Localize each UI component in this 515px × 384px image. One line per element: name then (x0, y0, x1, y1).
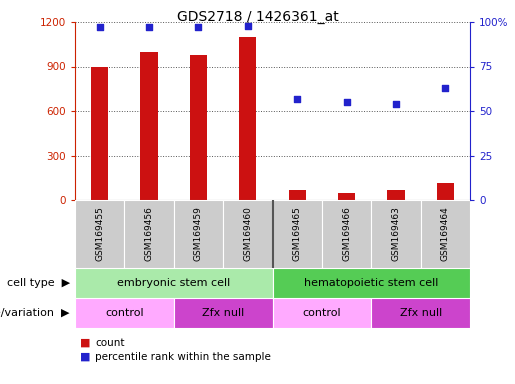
Bar (288, 190, 306, 200)
Bar (125, 200, 174, 268)
Text: GSM169455: GSM169455 (95, 207, 104, 262)
Text: GSM169463: GSM169463 (391, 207, 401, 262)
Bar (272, 200, 322, 268)
Text: percentile rank within the sample: percentile rank within the sample (95, 352, 271, 362)
Text: control: control (303, 308, 341, 318)
Text: GDS2718 / 1426361_at: GDS2718 / 1426361_at (177, 10, 338, 23)
Text: GSM169466: GSM169466 (342, 207, 351, 262)
Bar (75, 268, 272, 298)
Text: ■: ■ (80, 352, 91, 362)
Bar (272, 268, 470, 298)
Bar (338, 193, 355, 200)
Text: GSM169456: GSM169456 (145, 207, 153, 262)
Point (342, 99, 351, 105)
Bar (272, 298, 371, 328)
Point (96, 24, 104, 30)
Bar (371, 200, 421, 268)
Bar (190, 55, 207, 200)
Text: Zfx null: Zfx null (202, 308, 244, 318)
Point (293, 96, 301, 102)
Text: GSM169460: GSM169460 (243, 207, 252, 262)
Bar (437, 183, 454, 200)
Bar (421, 200, 470, 268)
Bar (371, 298, 470, 328)
Bar (75, 298, 174, 328)
Bar (91, 66, 108, 200)
Point (194, 24, 202, 30)
Bar (75, 200, 125, 268)
Text: cell type  ▶: cell type ▶ (7, 278, 70, 288)
Text: Zfx null: Zfx null (400, 308, 442, 318)
Text: count: count (95, 338, 125, 348)
Text: embryonic stem cell: embryonic stem cell (117, 278, 230, 288)
Text: ■: ■ (80, 338, 91, 348)
Point (392, 101, 400, 107)
Text: hematopoietic stem cell: hematopoietic stem cell (304, 278, 438, 288)
Point (145, 24, 153, 30)
Bar (387, 190, 405, 200)
Bar (174, 298, 272, 328)
Bar (141, 52, 158, 200)
Text: control: control (105, 308, 144, 318)
Text: GSM169464: GSM169464 (441, 207, 450, 262)
Text: GSM169465: GSM169465 (293, 207, 302, 262)
Bar (174, 200, 223, 268)
Point (244, 23, 252, 29)
Text: GSM169459: GSM169459 (194, 207, 203, 262)
Bar (239, 37, 256, 200)
Text: genotype/variation  ▶: genotype/variation ▶ (0, 308, 70, 318)
Bar (322, 200, 371, 268)
Point (441, 85, 450, 91)
Bar (223, 200, 272, 268)
